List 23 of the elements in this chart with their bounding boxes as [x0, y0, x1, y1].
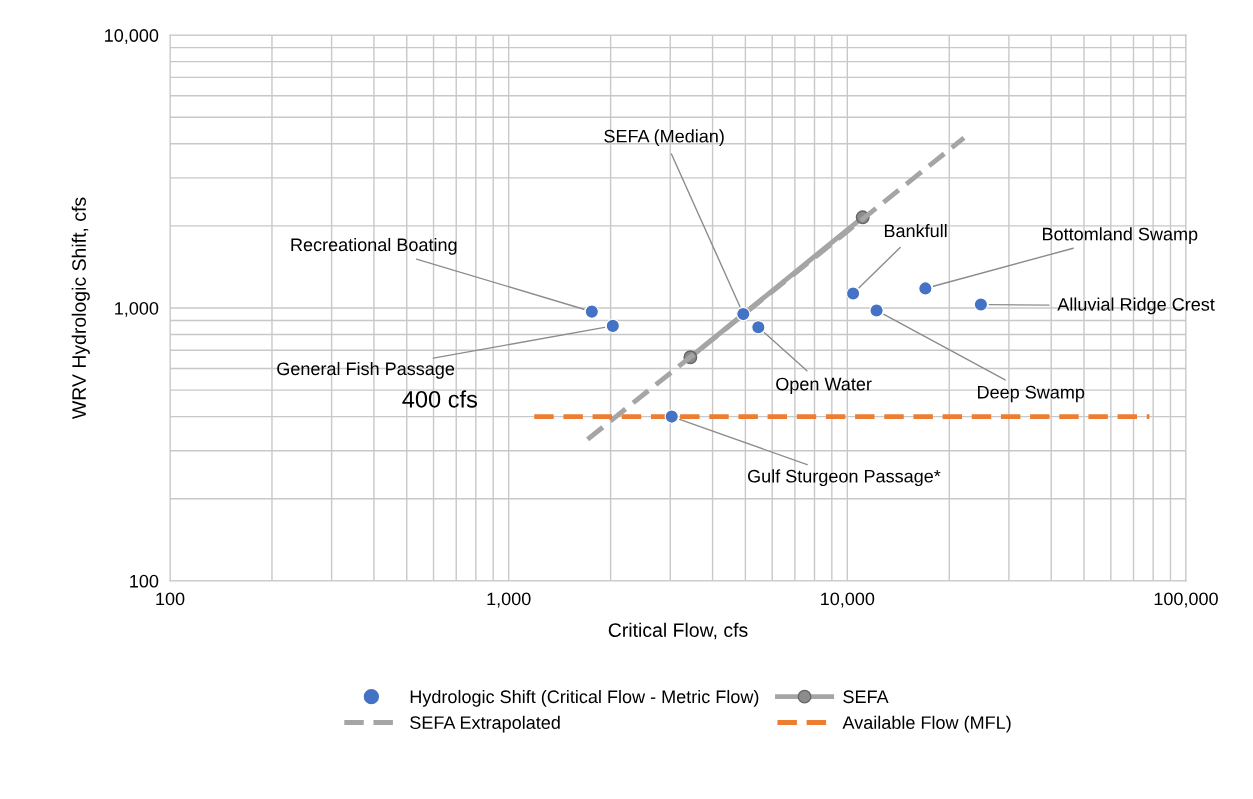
y-tick-label: 100	[130, 574, 159, 588]
annotation: Bottomland Swamp	[1043, 227, 1198, 245]
annotation: Gulf Sturgeon Passage*	[747, 469, 941, 487]
annotation: SEFA (Median)	[604, 129, 724, 147]
x-tick-label: 100	[156, 592, 185, 606]
y-axis-title: WRV Hydrologic Shift, cfs	[71, 197, 90, 420]
x-tick-label: 100,000	[1154, 592, 1218, 608]
annotation: General Fish Passage	[277, 361, 455, 379]
annotation: 400 cfs	[402, 390, 478, 408]
x-tick-label: 1,000	[487, 592, 531, 608]
legend-label: Hydrologic Shift (Critical Flow - Metric Flow)	[410, 689, 759, 707]
annotation: Bankfull	[884, 224, 947, 238]
annotation: Alluvial Ridge Crest	[1057, 297, 1215, 315]
annotation: Recreational Boating	[291, 237, 457, 255]
legend-label: SEFA Extrapolated	[410, 715, 560, 733]
y-tick-label: 10,000	[105, 29, 159, 45]
x-tick-label: 10,000	[821, 592, 875, 608]
legend-label: SEFA	[843, 690, 889, 704]
legend-label: Available Flow (MFL)	[842, 715, 1011, 733]
annotation: Open Water	[776, 377, 872, 395]
annotation: Deep Swamp	[978, 385, 1085, 403]
y-tick-label: 1,000	[115, 301, 159, 317]
x-axis-title: Critical Flow, cfs	[608, 622, 748, 640]
